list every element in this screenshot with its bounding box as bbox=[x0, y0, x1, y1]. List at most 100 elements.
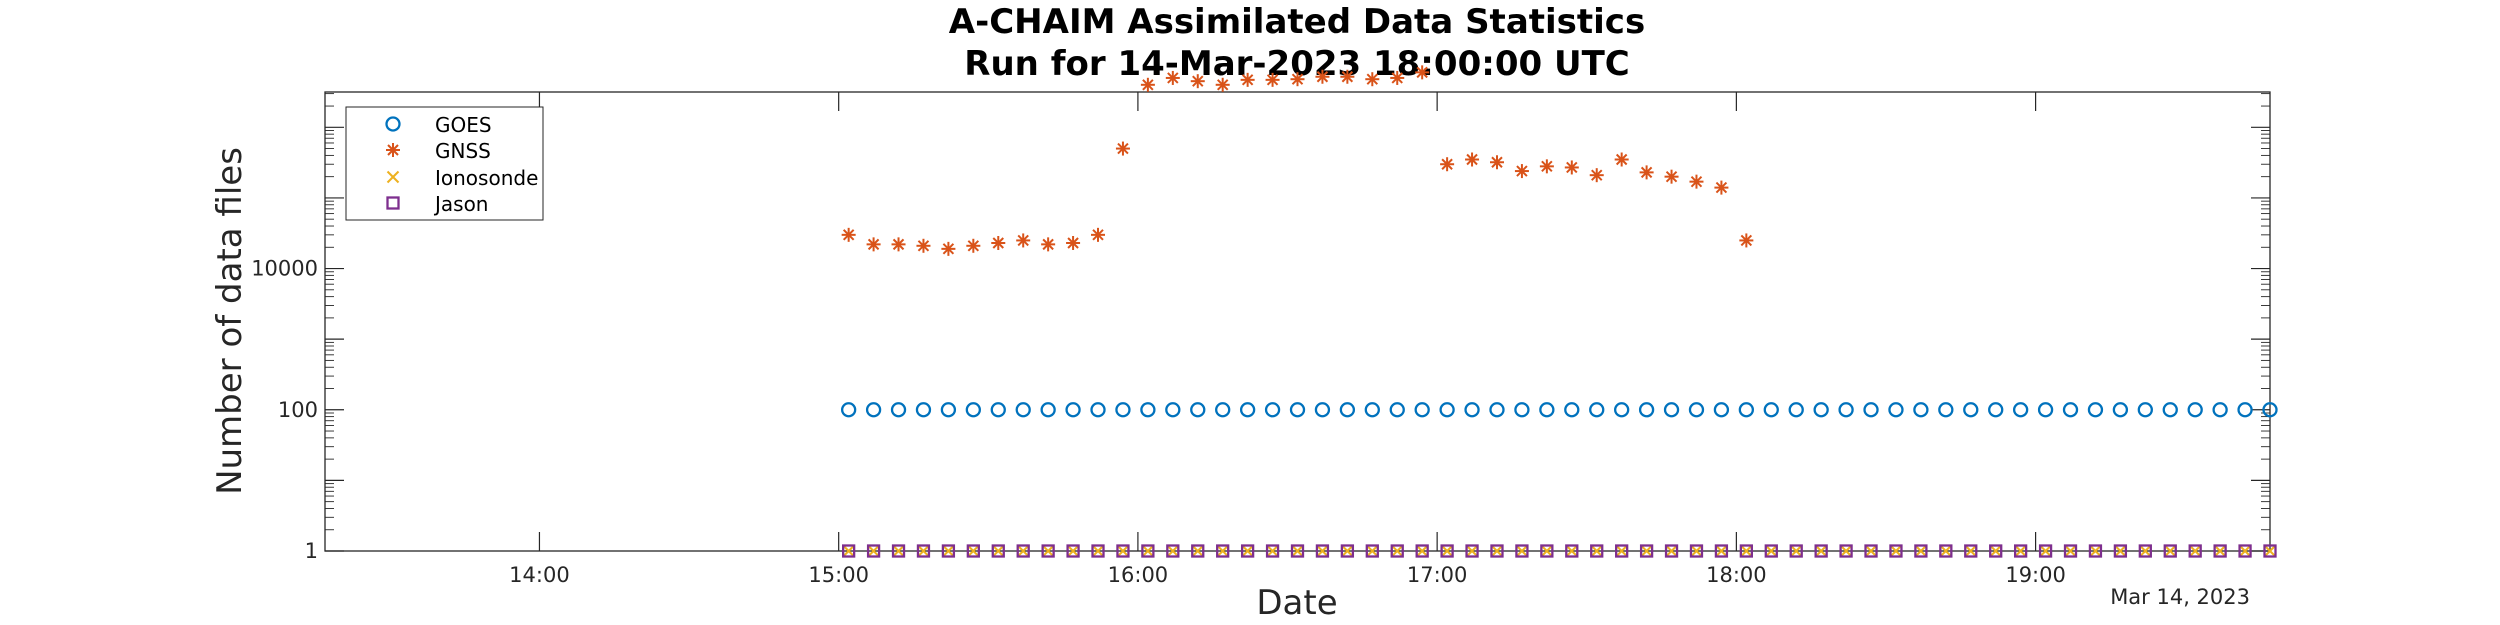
data-point bbox=[1939, 544, 1953, 558]
data-point bbox=[1614, 402, 1630, 418]
data-point bbox=[1514, 402, 1530, 418]
axis-ticks bbox=[325, 92, 2270, 552]
data-point bbox=[1615, 544, 1629, 558]
data-point bbox=[1390, 70, 1405, 85]
x-tick-label: 15:00 bbox=[808, 563, 869, 587]
data-point bbox=[1615, 544, 1628, 558]
data-point bbox=[1788, 402, 1804, 418]
data-point bbox=[991, 235, 1006, 250]
date-label: Mar 14, 2023 bbox=[2110, 585, 2250, 609]
data-point bbox=[1215, 402, 1231, 418]
data-point bbox=[2013, 544, 2028, 558]
legend-symbols bbox=[385, 116, 401, 210]
data-point bbox=[2014, 544, 2027, 558]
data-point bbox=[1689, 174, 1704, 189]
data-markers bbox=[841, 65, 2278, 558]
data-point bbox=[1141, 544, 1155, 558]
data-point bbox=[865, 402, 882, 418]
data-point bbox=[2263, 544, 2277, 558]
data-point bbox=[2262, 402, 2278, 418]
data-point bbox=[1091, 544, 1105, 558]
data-point bbox=[1415, 544, 1429, 558]
x-axis-label: Date bbox=[1256, 583, 1337, 623]
data-point bbox=[1914, 544, 1928, 558]
data-point bbox=[1290, 72, 1305, 87]
data-point bbox=[2038, 544, 2053, 558]
data-point bbox=[1715, 544, 1728, 558]
x-tick-labels: 14:00 15:00 16:00 17:00 18:00 19:00 bbox=[509, 563, 2066, 587]
data-point bbox=[1814, 544, 1828, 558]
data-point bbox=[1265, 544, 1280, 558]
legend-box bbox=[345, 106, 544, 221]
data-point bbox=[1190, 74, 1205, 89]
data-point bbox=[2114, 544, 2127, 558]
data-point bbox=[1315, 544, 1330, 558]
data-point bbox=[916, 544, 931, 558]
data-point bbox=[1764, 544, 1778, 558]
data-point bbox=[1913, 402, 1929, 418]
data-point bbox=[1341, 544, 1354, 558]
data-point bbox=[1190, 402, 1206, 418]
data-point bbox=[2088, 544, 2103, 558]
data-point bbox=[1939, 544, 1953, 558]
data-point bbox=[1340, 544, 1355, 558]
data-point bbox=[866, 237, 881, 252]
data-point bbox=[1365, 544, 1379, 558]
data-point bbox=[1963, 402, 1979, 418]
legend-ionosonde: Ionosonde bbox=[435, 166, 538, 190]
series-jason bbox=[842, 544, 2277, 558]
data-point bbox=[1016, 233, 1031, 248]
data-point bbox=[1166, 544, 1180, 558]
data-point bbox=[1066, 544, 1080, 558]
data-point bbox=[1390, 544, 1404, 558]
data-point bbox=[1839, 544, 1853, 558]
data-point bbox=[1040, 402, 1056, 418]
data-point bbox=[2113, 544, 2128, 558]
data-point bbox=[1216, 544, 1230, 558]
data-point bbox=[1239, 402, 1256, 418]
data-point bbox=[2039, 544, 2052, 558]
legend-jason: Jason bbox=[433, 192, 489, 216]
data-point bbox=[1614, 152, 1629, 167]
data-point bbox=[1714, 544, 1729, 558]
data-point bbox=[1115, 402, 1131, 418]
data-point bbox=[891, 544, 906, 558]
y-tick-label: 10000 bbox=[251, 257, 318, 281]
data-point bbox=[2089, 544, 2102, 558]
data-point bbox=[891, 237, 906, 252]
data-point bbox=[1489, 402, 1505, 418]
x-tick-label: 18:00 bbox=[1706, 563, 1767, 587]
data-point bbox=[2238, 544, 2252, 558]
data-point bbox=[1515, 544, 1529, 558]
data-point bbox=[1988, 402, 2004, 418]
data-point bbox=[2213, 544, 2227, 558]
data-point bbox=[1216, 544, 1229, 558]
data-point bbox=[1289, 402, 1306, 418]
data-point bbox=[1864, 544, 1878, 558]
data-point bbox=[1165, 402, 1181, 418]
data-point bbox=[1191, 544, 1204, 558]
data-point bbox=[1813, 402, 1829, 418]
data-point bbox=[1540, 544, 1554, 558]
data-point bbox=[1838, 402, 1854, 418]
data-point bbox=[866, 544, 881, 558]
data-point bbox=[1440, 544, 1454, 558]
data-point bbox=[1540, 544, 1554, 558]
data-point bbox=[1091, 227, 1106, 242]
data-point bbox=[1790, 544, 1803, 558]
data-point bbox=[1938, 402, 1954, 418]
data-point bbox=[1663, 402, 1680, 418]
data-point bbox=[1889, 544, 1903, 558]
data-point bbox=[841, 227, 856, 242]
data-point bbox=[2188, 544, 2202, 558]
data-point bbox=[1066, 235, 1081, 250]
data-point bbox=[1989, 544, 2002, 558]
data-point bbox=[1415, 544, 1429, 558]
data-point bbox=[1240, 544, 1255, 558]
data-point bbox=[1565, 544, 1579, 558]
data-point bbox=[1291, 544, 1304, 558]
data-point bbox=[1589, 168, 1604, 183]
series-ionosonde bbox=[842, 544, 2277, 558]
data-point bbox=[942, 544, 955, 558]
data-point bbox=[992, 544, 1005, 558]
